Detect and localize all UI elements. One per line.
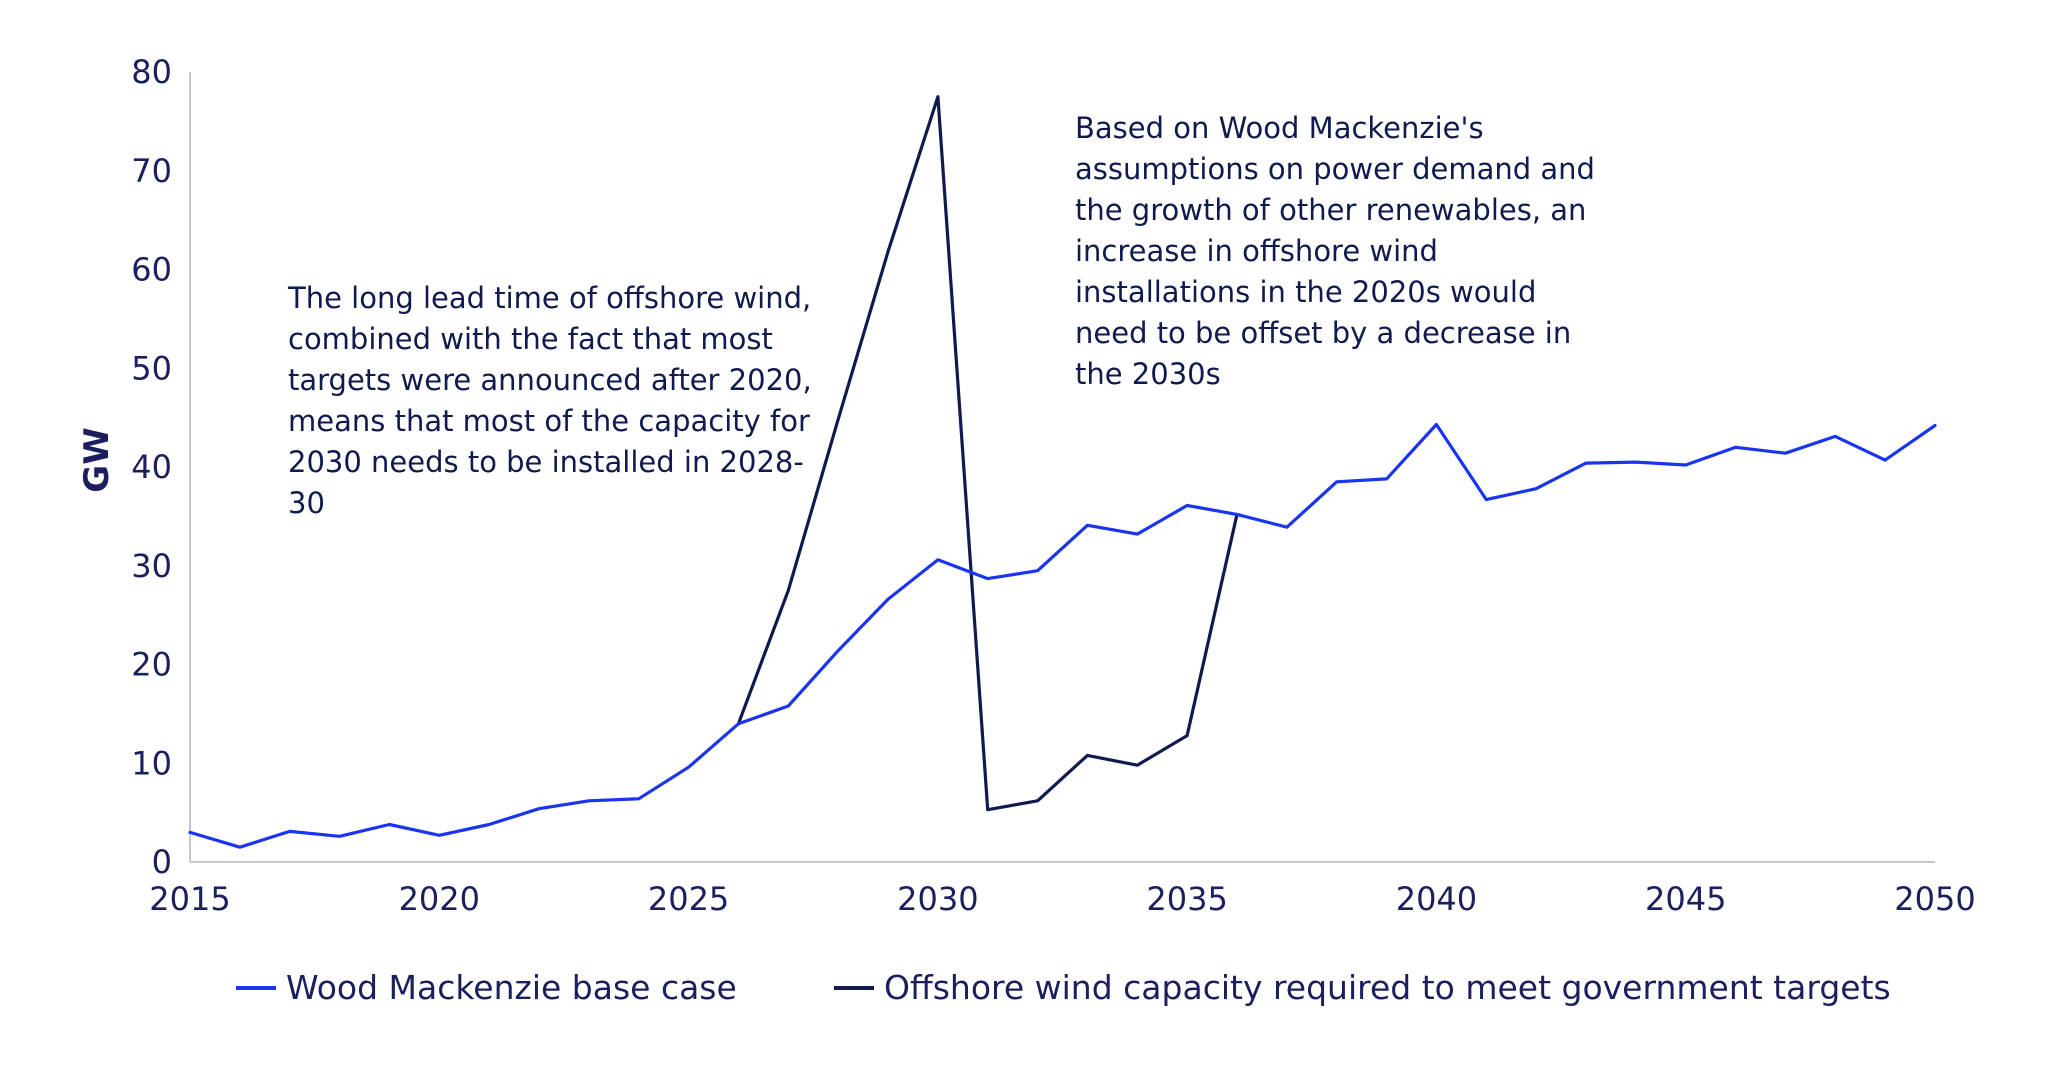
y-tick-label: 30 xyxy=(131,547,172,585)
y-axis-ticks: 0 10 20 30 40 50 60 70 80 xyxy=(131,53,172,881)
y-tick-label: 50 xyxy=(131,349,172,387)
x-tick-label: 2030 xyxy=(897,880,978,918)
y-axis-label: GW xyxy=(77,427,117,492)
legend-item-base-case: Wood Mackenzie base case xyxy=(236,968,737,1007)
axes xyxy=(189,72,1935,863)
y-tick-label: 0 xyxy=(152,843,172,881)
x-tick-label: 2050 xyxy=(1894,880,1975,918)
y-tick-label: 60 xyxy=(131,251,172,289)
x-tick-label: 2040 xyxy=(1396,880,1477,918)
series-layer xyxy=(188,95,1937,849)
y-tick-label: 10 xyxy=(131,744,172,782)
x-tick-label: 2045 xyxy=(1645,880,1726,918)
annotation-lead-time: The long lead time of offshore wind, com… xyxy=(288,281,812,520)
y-tick-label: 20 xyxy=(131,646,172,684)
legend-swatch-targets xyxy=(834,985,874,990)
x-tick-label: 2025 xyxy=(648,880,729,918)
x-tick-label: 2020 xyxy=(399,880,480,918)
y-tick-label: 70 xyxy=(131,152,172,190)
x-tick-label: 2015 xyxy=(149,880,230,918)
annotation-offset: Based on Wood Mackenzie's assumptions on… xyxy=(1075,111,1595,391)
y-tick-label: 80 xyxy=(131,53,172,91)
legend-item-targets: Offshore wind capacity required to meet … xyxy=(834,968,1891,1007)
legend-label-targets: Offshore wind capacity required to meet … xyxy=(884,968,1891,1007)
series-line-base-case xyxy=(188,422,1937,849)
x-tick-label: 2035 xyxy=(1146,880,1227,918)
series-line-government-targets xyxy=(736,95,1239,812)
x-axis-ticks: 2015 2020 2025 2030 2035 2040 2045 2050 xyxy=(149,880,1975,918)
y-tick-label: 40 xyxy=(131,448,172,486)
legend-swatch-base-case xyxy=(236,985,276,990)
legend-label-base-case: Wood Mackenzie base case xyxy=(286,968,737,1007)
